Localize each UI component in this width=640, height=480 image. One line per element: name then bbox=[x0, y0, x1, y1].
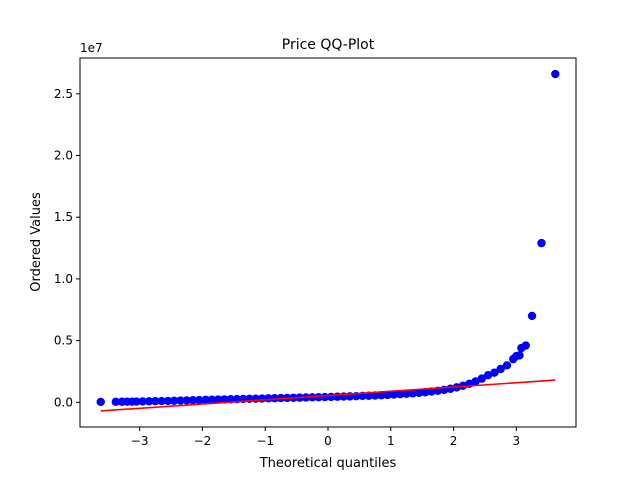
data-point bbox=[220, 395, 229, 404]
data-point bbox=[201, 395, 210, 405]
data-point bbox=[96, 397, 105, 407]
data-point bbox=[383, 390, 392, 400]
y-axis-offset-label: 1e7 bbox=[80, 41, 103, 55]
data-point bbox=[169, 396, 179, 405]
y-tick-label: 0.5 bbox=[54, 334, 73, 348]
data-point bbox=[496, 364, 505, 374]
data-point bbox=[207, 395, 217, 404]
data-point bbox=[176, 396, 185, 405]
data-point bbox=[188, 396, 198, 405]
data-point bbox=[427, 387, 436, 396]
data-point bbox=[138, 397, 147, 406]
x-axis-ticks: −3 −2 −1 0 1 2 3 bbox=[131, 427, 520, 448]
data-point bbox=[370, 391, 380, 400]
data-point bbox=[402, 389, 411, 399]
x-tick-label: 2 bbox=[450, 434, 458, 448]
y-tick-label: 0.0 bbox=[54, 395, 73, 409]
x-tick-label: 1 bbox=[387, 434, 395, 448]
y-tick-label: 2.0 bbox=[54, 148, 73, 162]
data-point bbox=[537, 238, 546, 248]
data-point bbox=[414, 388, 424, 398]
data-point bbox=[213, 395, 223, 404]
data-point bbox=[471, 377, 480, 386]
data-point bbox=[421, 388, 430, 397]
chart-title: Price QQ-Plot bbox=[282, 37, 375, 53]
y-tick-label: 1.5 bbox=[54, 210, 73, 224]
data-point bbox=[195, 395, 204, 405]
y-tick-label: 1.0 bbox=[54, 272, 73, 286]
y-tick-label: 2.5 bbox=[54, 87, 73, 101]
data-point bbox=[132, 397, 141, 406]
y-axis-label: Ordered Values bbox=[29, 192, 44, 292]
data-point bbox=[111, 397, 120, 407]
x-axis-label: Theoretical quantiles bbox=[259, 456, 397, 471]
data-point bbox=[490, 368, 499, 377]
data-point bbox=[144, 397, 154, 406]
data-point bbox=[182, 396, 191, 405]
fit-line bbox=[100, 379, 556, 412]
plot-area bbox=[96, 69, 560, 412]
data-point bbox=[408, 389, 417, 398]
data-point bbox=[151, 397, 160, 406]
x-tick-label: −3 bbox=[131, 434, 149, 448]
axes-frame bbox=[79, 57, 577, 428]
x-tick-label: 3 bbox=[513, 434, 521, 448]
data-point bbox=[477, 374, 487, 383]
data-point bbox=[389, 390, 399, 399]
y-axis-ticks: 0.0 0.5 1.0 1.5 2.0 2.5 bbox=[54, 87, 80, 409]
data-point bbox=[314, 392, 323, 402]
x-tick-label: −1 bbox=[256, 434, 274, 448]
data-point bbox=[377, 391, 386, 400]
data-point bbox=[551, 69, 560, 79]
data-point bbox=[163, 396, 173, 406]
data-points-layer bbox=[96, 69, 560, 407]
data-point bbox=[527, 311, 537, 321]
fit-line-layer bbox=[100, 379, 556, 412]
data-point bbox=[502, 361, 512, 370]
data-point bbox=[515, 351, 524, 360]
x-tick-label: −2 bbox=[194, 434, 212, 448]
data-point bbox=[521, 341, 530, 350]
data-point bbox=[270, 394, 279, 403]
data-point bbox=[396, 390, 405, 399]
data-point bbox=[157, 396, 166, 406]
x-tick-label: 0 bbox=[324, 434, 332, 448]
